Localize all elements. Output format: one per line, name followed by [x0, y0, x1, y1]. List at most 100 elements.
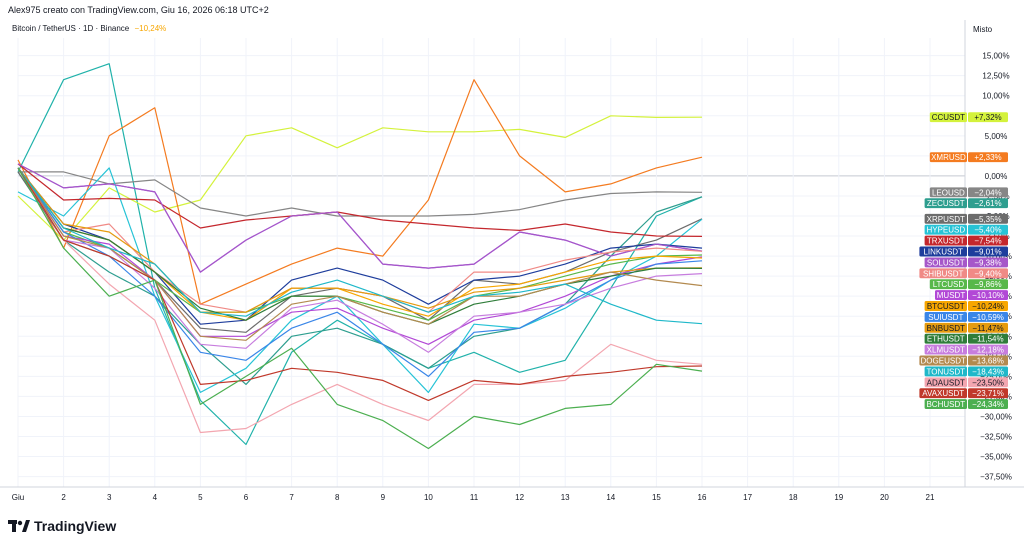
series-line-linkusdt[interactable]	[17, 167, 703, 325]
series-name-text: XLMUSDT	[927, 346, 965, 355]
series-line-ccusdt[interactable]	[17, 115, 703, 241]
series-label-xlmusdt[interactable]: XLMUSDT −12,18%	[924, 344, 1008, 355]
series-name-text: LTCUSD	[933, 280, 965, 289]
series-name-text: BCHUSDT	[926, 400, 965, 409]
series-name-text: XRPUSDT	[927, 215, 965, 224]
series-label-linkusdt[interactable]: LINKUSDT −9,01%	[919, 246, 1008, 257]
series-name-tag	[919, 388, 967, 399]
series-label-tonusdt[interactable]: TONUSDT −18,43%	[924, 366, 1008, 376]
series-label-hypeusd[interactable]: HYPEUSD −5,40%	[924, 224, 1008, 235]
symbol-change: −10,24%	[134, 24, 167, 33]
series-label-zecusdt[interactable]: ZECUSDT −2,61%	[924, 198, 1008, 209]
symbol-name: Bitcoin / TetherUS · 1D · Binance	[12, 24, 130, 33]
series-line-ltcusd[interactable]	[17, 167, 703, 321]
series-value-text: −5,40%	[974, 226, 1001, 235]
series-line-btcusdt[interactable]	[17, 167, 703, 321]
series-label-xrpusdt[interactable]: XRPUSDT −5,35%	[924, 213, 1008, 224]
series-label-leousd[interactable]: LEOUSD −2,04%	[929, 187, 1008, 198]
series-value-tag	[968, 344, 1008, 355]
series-name-tag	[919, 246, 967, 257]
series-label-bchusdt[interactable]: BCHUSDT −24,34%	[924, 399, 1008, 410]
x-tick-label: 4	[153, 493, 158, 502]
x-tick-label: 5	[198, 493, 203, 502]
series-label-dogeusdt[interactable]: DOGEUSDT −13,68%	[919, 355, 1008, 366]
series-name-text: LINKUSDT	[923, 248, 963, 257]
series-label-ethusdt[interactable]: ETHUSDT −11,54%	[924, 333, 1008, 344]
series-name-tag	[929, 187, 967, 198]
series-line-musdt[interactable]	[17, 167, 703, 345]
series-name-text: SOLUSDT	[927, 258, 965, 267]
series-name-tag	[924, 322, 967, 333]
x-tick-label: 17	[743, 493, 752, 502]
series-label-trxusdt[interactable]: TRXUSDT −7,54%	[924, 235, 1008, 246]
series-name-tag	[935, 290, 967, 301]
series-label-shibusdt[interactable]: SHIBUSDT −9,40%	[919, 268, 1008, 278]
series-name-text: TONUSDT	[927, 367, 966, 376]
series-label-adausdt[interactable]: ADAUSDT −23,50%	[924, 377, 1008, 388]
series-line-bnbusdt[interactable]	[17, 167, 703, 313]
series-value-text: −9,86%	[974, 280, 1001, 289]
series-name-text: SUIUSDT	[928, 313, 963, 322]
series-name-text: BNBUSDT	[927, 324, 965, 333]
series-value-text: −11,47%	[972, 324, 1003, 333]
series-name-tag	[924, 213, 967, 224]
series-name-text: DOGEUSDT	[921, 357, 966, 366]
series-name-tag	[929, 279, 967, 290]
y-tick-label: 15,00%	[982, 52, 1009, 61]
series-line-adausdt[interactable]	[17, 167, 703, 434]
series-label-btcusdt[interactable]: BTCUSDT −10,24%	[924, 301, 1008, 311]
series-value-tag	[968, 246, 1008, 257]
series-label-bnbusdt[interactable]: BNBUSDT −11,47%	[924, 322, 1008, 333]
series-line-tonusdt[interactable]	[17, 167, 703, 325]
series-line-solusdt[interactable]	[17, 163, 703, 273]
x-tick-label: 12	[515, 493, 524, 502]
tradingview-logo-icon	[8, 520, 30, 532]
series-value-tag	[968, 112, 1008, 123]
y-tick-label: −32,50%	[980, 432, 1012, 441]
x-tick-label: 2	[61, 493, 66, 502]
series-line-suiusdt[interactable]	[17, 167, 703, 377]
y-tick-label: 0,00%	[985, 172, 1008, 181]
scale-mode-label[interactable]: Misto	[973, 25, 993, 34]
x-tick-label: 19	[834, 493, 843, 502]
series-line-hypeusd[interactable]	[17, 167, 703, 393]
series-label-xmrusd[interactable]: XMRUSD +2,33%	[929, 152, 1008, 163]
series-line-trxusdt[interactable]	[17, 163, 703, 237]
tradingview-logo[interactable]: TradingView	[8, 518, 116, 534]
series-label-solusdt[interactable]: SOLUSDT −9,38%	[924, 257, 1008, 267]
series-label-ltcusd[interactable]: LTCUSD −9,86%	[929, 279, 1008, 290]
series-line-dogeusdt[interactable]	[17, 167, 703, 341]
series-value-tag	[968, 198, 1008, 209]
series-value-text: −10,10%	[972, 291, 1004, 300]
series-name-tag	[924, 377, 967, 388]
series-name-text: LEOUSD	[932, 188, 965, 197]
series-value-tag	[968, 224, 1008, 235]
series-value-tag	[968, 279, 1008, 290]
series-name-text: BTCUSDT	[927, 302, 965, 311]
series-value-text: −18,43%	[972, 367, 1004, 376]
x-tick-label: Giu	[12, 493, 24, 502]
series-line-avaxusdt[interactable]	[17, 167, 703, 401]
series-value-tag	[968, 152, 1008, 163]
series-name-text: ADAUSDT	[927, 378, 965, 387]
series-line-extra[interactable]	[17, 63, 703, 446]
series-line-bchusdt[interactable]	[17, 167, 703, 450]
series-label-suiusdt[interactable]: SUIUSDT −10,59%	[924, 311, 1008, 322]
series-label-avaxusdt[interactable]: AVAXUSDT −23,71%	[919, 388, 1008, 398]
series-value-text: +7,32%	[974, 113, 1001, 122]
series-name-tag	[924, 333, 967, 344]
x-tick-label: 6	[244, 493, 249, 502]
series-value-text: −9,01%	[974, 248, 1001, 257]
y-tick-label: 12,50%	[982, 72, 1009, 81]
series-line-ethusdt[interactable]	[17, 167, 703, 325]
series-label-musdt[interactable]: MUSDT −10,10%	[935, 290, 1008, 300]
y-tick-label: −10,00%	[980, 252, 1012, 261]
series-label-ccusdt[interactable]: CCUSDT +7,32%	[929, 112, 1008, 123]
series-line-xmrusd[interactable]	[17, 79, 703, 305]
y-tick-label: 5,00%	[985, 132, 1008, 141]
series-value-text: −9,38%	[974, 258, 1001, 267]
x-tick-label: 10	[424, 493, 433, 502]
series-value-tag	[968, 399, 1008, 410]
series-name-tag	[924, 311, 967, 322]
